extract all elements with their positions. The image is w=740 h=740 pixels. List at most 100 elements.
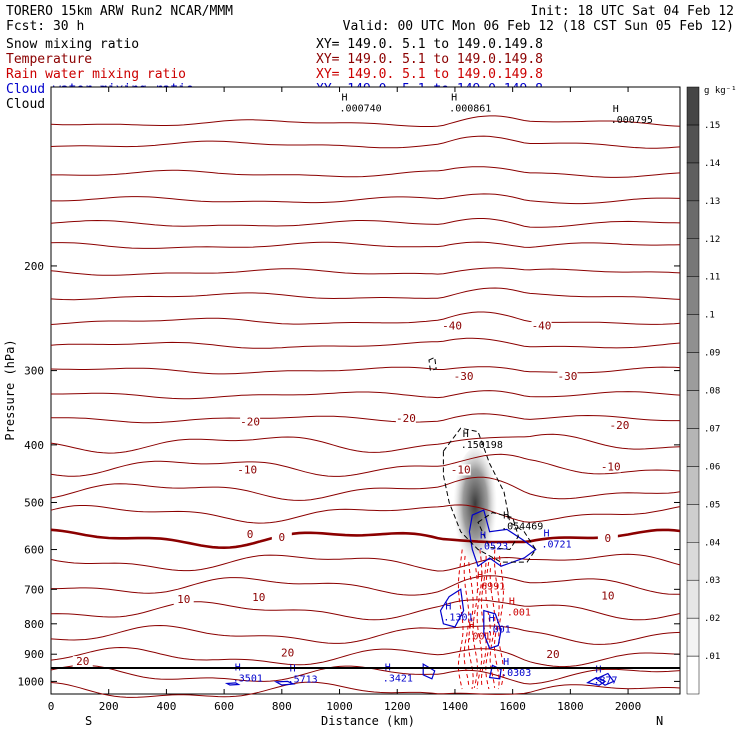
colorbar: g kg⁻¹ .01 .02 .03 .04 .05 .06 .07 .08 .09 .1 .11.… — [686, 86, 737, 695]
temperature-isotherm — [50, 241, 681, 249]
temperature-isotherm — [50, 624, 681, 645]
rain-water-contour — [481, 555, 487, 688]
maximum-value-label: .054469 — [501, 521, 543, 532]
temperature-isotherm — [50, 218, 681, 228]
maximum-h-marker: H — [342, 93, 348, 104]
maximum-value-label: .001 — [507, 608, 531, 619]
y-tick-label: 900 — [24, 648, 44, 661]
y-tick-label: 200 — [24, 260, 44, 273]
cloud-water-contours — [224, 509, 615, 686]
colorbar-box — [686, 162, 700, 202]
rain-water-contour — [457, 549, 464, 690]
colorbar-tick-label: .07 — [704, 424, 720, 434]
temperature-label: -40 — [532, 320, 552, 333]
maximum-value-label: .001 — [487, 625, 511, 636]
colorbar-unit: g kg⁻¹ — [704, 86, 737, 96]
x-axis: 0 200 400 600 800 1000 1200 1400 1600 1800 2000 — [48, 87, 642, 713]
temperature-isotherm — [50, 337, 681, 349]
colorbar-box — [686, 428, 700, 467]
label-background — [600, 461, 621, 473]
legend-xy: XY= 149.0. 5.1 to 149.0.149.8 — [316, 67, 543, 82]
label-background — [557, 371, 578, 383]
label-background — [277, 647, 298, 659]
y-tick-label: 1000 — [18, 675, 45, 688]
maximum-h-marker: H — [290, 664, 296, 675]
x-tick-label: 600 — [214, 700, 234, 713]
maximum-value-label: .0523 — [478, 542, 508, 553]
colorbar-tick-label: .01 — [704, 652, 720, 662]
maximum-value-label: .5713 — [288, 675, 318, 686]
label-background — [531, 320, 552, 332]
temperature-label: 0 — [279, 531, 286, 544]
label-background — [442, 320, 463, 332]
temperature-isotherm — [50, 528, 681, 550]
temperature-isotherm — [50, 433, 681, 454]
x-tick-label: 1200 — [384, 700, 411, 713]
cloud-water-contour — [439, 588, 465, 628]
x-tick-label: 800 — [272, 700, 292, 713]
label-background — [240, 416, 261, 428]
temperature-label: 0 — [605, 532, 612, 545]
x-tick-label: 1600 — [499, 700, 526, 713]
temperature-label: 10 — [177, 593, 190, 606]
colorbar-box — [686, 542, 700, 581]
maximum-value-label: .3421 — [383, 673, 413, 684]
cloud-ice-contours — [428, 356, 537, 563]
x-tick-label: 1400 — [442, 700, 469, 713]
x-tick-label: 1000 — [326, 700, 353, 713]
temperature-isotherm — [50, 553, 681, 572]
colorbar-tick-label: .05 — [704, 500, 720, 510]
x-tick-label: 200 — [99, 700, 119, 713]
cloud-water-contour — [586, 676, 607, 686]
legend-label: Temperature — [6, 52, 92, 67]
rain-water-contour — [498, 555, 504, 688]
y-tick-label: 400 — [24, 439, 44, 452]
rain-water-contour — [485, 562, 491, 690]
maximum-value-label: .000795 — [611, 115, 653, 126]
x-tick-label: 0 — [48, 700, 55, 713]
x-tick-label: 2000 — [615, 700, 642, 713]
maximum-h-marker: H — [477, 570, 483, 581]
colorbar-box — [686, 200, 700, 239]
temperature-isotherm — [51, 413, 680, 424]
temperature-isotherm — [50, 453, 681, 477]
colorbar-tick-label: .02 — [704, 614, 720, 624]
plot-area: -40 -40 -30 -30 -20 -20 -20 -10 -10 -10 0 0 0 10 10 10 2… — [50, 86, 681, 698]
colorbar-tick-label: .13 — [704, 197, 720, 207]
temperature-label: 20 — [76, 655, 89, 668]
forecast-hour: Fcst: 30 h — [6, 19, 84, 34]
colorbar-box — [686, 466, 700, 505]
maximum-value-label: .3501 — [233, 673, 263, 684]
maximum-h-marker: H — [451, 93, 457, 104]
rain-water-contour — [463, 555, 470, 688]
label-background — [240, 529, 261, 541]
y-tick-label: 700 — [24, 583, 44, 596]
x-tick-label: 400 — [156, 700, 176, 713]
maximum-h-marker: H — [489, 614, 495, 625]
temperature-contour-labels: -40 -40 -30 -30 -20 -20 -20 -10 -10 -10 0 0 0 10 10 10 2… — [72, 320, 630, 668]
cloud-water-contour — [595, 672, 615, 686]
y-tick-label: 600 — [24, 544, 44, 557]
temperature-label: -10 — [237, 463, 257, 476]
colorbar-tick-label: .12 — [704, 235, 720, 245]
temperature-isotherm — [50, 267, 681, 276]
maximum-h-marker: H — [463, 429, 469, 440]
label-background — [450, 464, 471, 476]
rain-water-contour — [476, 549, 483, 690]
y-tick-label: 500 — [24, 496, 44, 509]
colorbar-box — [686, 617, 700, 657]
maximum-value-label: .000740 — [340, 104, 382, 115]
legend-label: Snow mixing ratio — [6, 37, 139, 52]
temperature-isotherm — [50, 287, 681, 301]
temperature-isotherm — [50, 504, 681, 524]
temperature-isotherm — [50, 599, 681, 621]
cloud-ice-contour — [428, 356, 437, 372]
label-background — [248, 592, 269, 604]
maximum-h-marker: H — [503, 657, 509, 668]
temperature-label: -30 — [454, 370, 474, 383]
temperature-label: 10 — [601, 589, 614, 602]
y-tick-label: 800 — [24, 618, 44, 631]
model-title: TORERO 15km ARW Run2 NCAR/MMM — [6, 4, 233, 19]
rain-water-contour — [468, 562, 474, 690]
